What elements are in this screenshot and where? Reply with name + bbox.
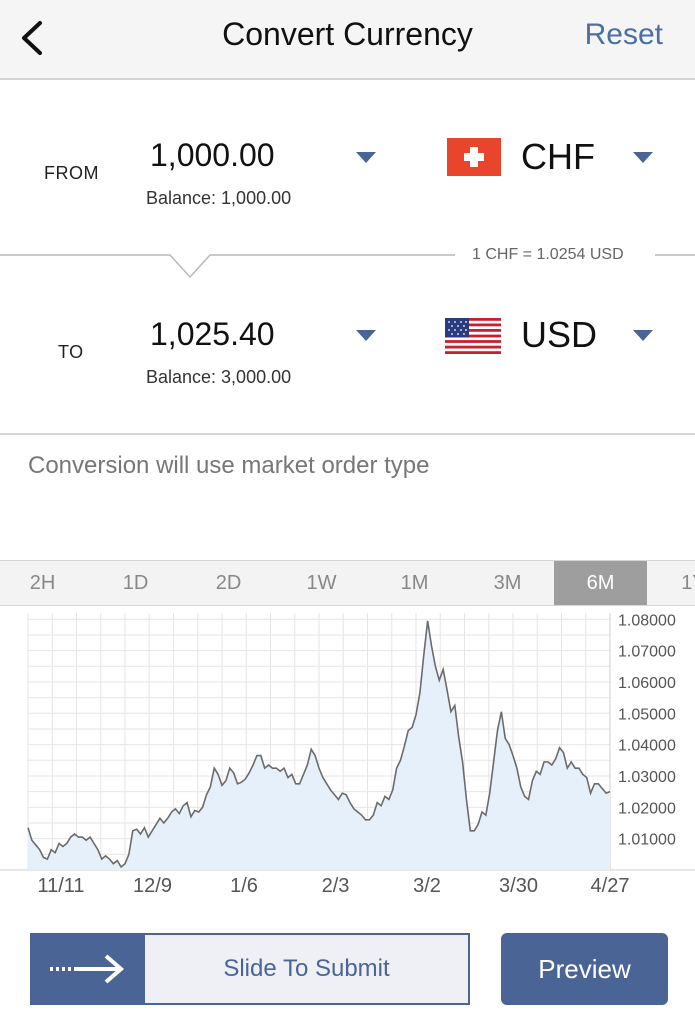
tab-3m[interactable]: 3M — [493, 572, 522, 594]
series-area — [28, 620, 610, 870]
from-currency-code[interactable]: CHF — [521, 136, 595, 177]
arrow-right-icon — [50, 954, 125, 984]
from-amount-dropdown-icon[interactable] — [356, 152, 376, 163]
to-amount-dropdown-icon[interactable] — [356, 330, 376, 341]
from-currency-dropdown-icon[interactable] — [633, 152, 653, 163]
tab-6m[interactable]: 6M — [554, 561, 647, 605]
timeframe-tabs: 2H 1D 2D 1W 1M 3M 6M 1Y — [0, 560, 695, 606]
y-tick-label: 1.08000 — [618, 612, 676, 629]
y-tick-label: 1.04000 — [618, 738, 676, 755]
slide-to-submit[interactable]: Slide To Submit — [30, 933, 470, 1005]
slide-handle[interactable] — [32, 935, 145, 1003]
tab-1w[interactable]: 1W — [306, 572, 337, 594]
page-title: Convert Currency — [222, 16, 473, 52]
from-balance: Balance: 1,000.00 — [146, 188, 292, 208]
order-type-note: Conversion will use market order type — [28, 452, 430, 479]
tab-1d[interactable]: 1D — [122, 572, 149, 594]
exchange-rate: 1 CHF = 1.0254 USD — [472, 246, 624, 263]
slide-label: Slide To Submit — [223, 955, 390, 982]
to-currency-code[interactable]: USD — [521, 314, 598, 355]
y-tick-label: 1.05000 — [618, 706, 676, 723]
x-tick-label: 11/11 — [37, 875, 84, 897]
from-amount-input[interactable]: 1,000.00 — [150, 137, 275, 173]
x-tick-label: 3/2 — [413, 875, 441, 897]
swiss-flag-icon — [447, 138, 501, 176]
x-tick-label: 1/6 — [230, 875, 258, 897]
y-tick-label: 1.02000 — [618, 800, 676, 817]
y-tick-label: 1.06000 — [618, 675, 676, 692]
to-label: TO — [58, 342, 84, 362]
series-line — [27, 620, 611, 869]
tab-2h[interactable]: 2H — [29, 572, 56, 594]
to-currency-dropdown-icon[interactable] — [633, 330, 653, 341]
tab-1y[interactable]: 1Y — [681, 572, 695, 594]
x-tick-label: 3/30 — [499, 875, 538, 897]
tab-2d[interactable]: 2D — [215, 572, 242, 594]
rate-chart: 1.08000 1.07000 1.06000 1.05000 1.04000 1.030… — [0, 612, 695, 897]
from-label: FROM — [44, 163, 99, 183]
section-divider — [0, 433, 695, 435]
y-tick-label: 1.07000 — [618, 644, 676, 661]
reset-button[interactable]: Reset — [584, 18, 663, 51]
us-flag-icon — [445, 318, 501, 354]
back-chevron-icon[interactable] — [14, 18, 54, 58]
x-tick-label: 12/9 — [133, 875, 172, 897]
y-tick-label: 1.03000 — [618, 769, 676, 786]
y-tick-label: 1.01000 — [618, 832, 676, 849]
preview-button[interactable]: Preview — [501, 933, 668, 1005]
x-tick-label: 4/27 — [591, 875, 630, 897]
to-amount-input[interactable]: 1,025.40 — [150, 316, 275, 352]
to-balance: Balance: 3,000.00 — [146, 367, 292, 387]
rate-divider — [0, 254, 695, 279]
x-tick-label: 2/3 — [322, 875, 350, 897]
nav-header — [0, 0, 695, 80]
tab-1m[interactable]: 1M — [400, 572, 429, 594]
